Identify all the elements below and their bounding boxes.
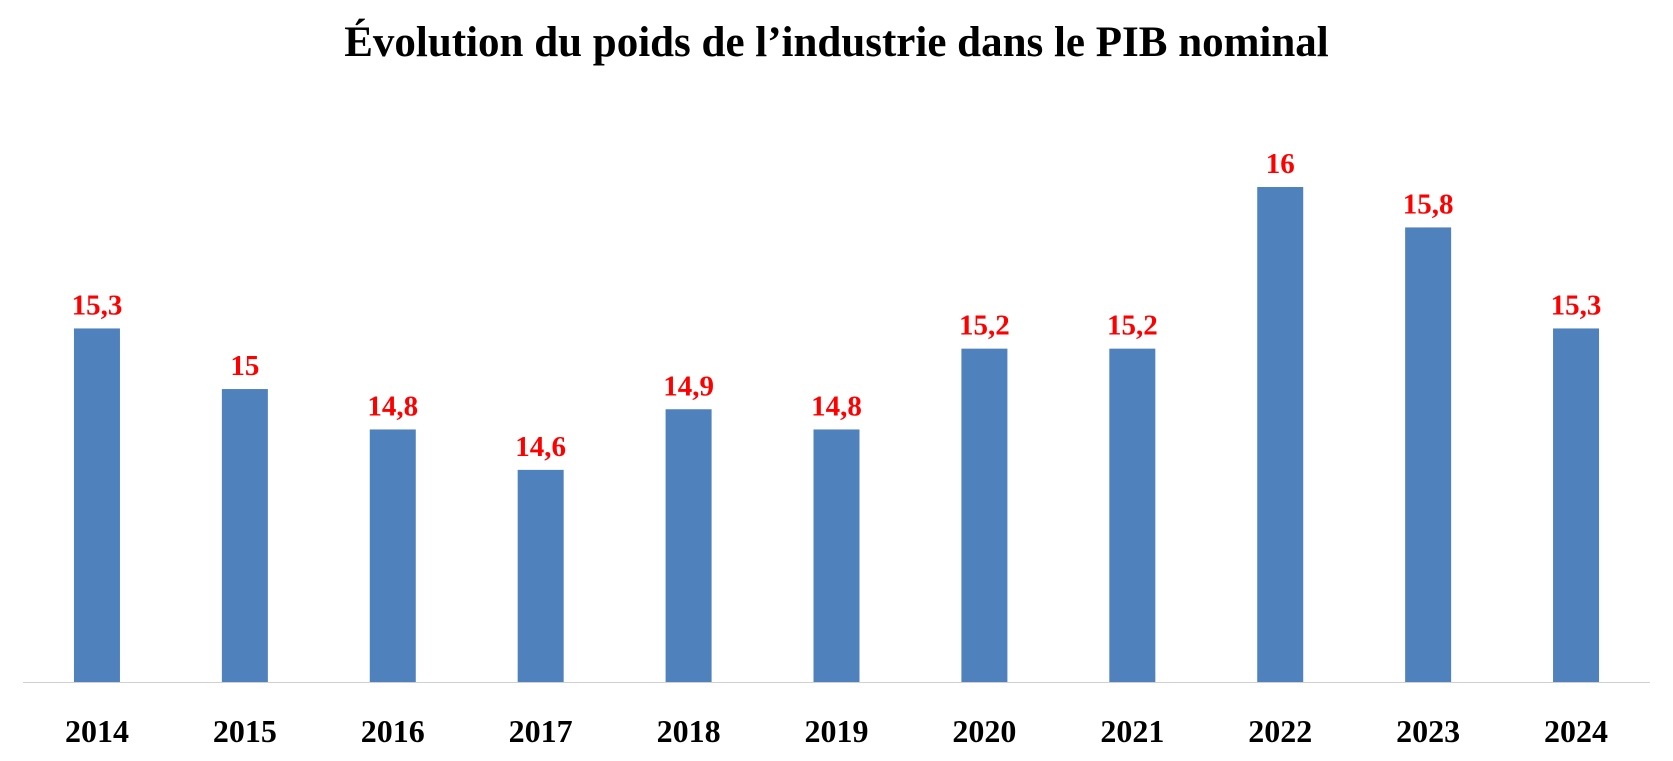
bar-2017 bbox=[517, 469, 564, 682]
x-tick-label-2015: 2015 bbox=[213, 713, 277, 749]
data-label-2019: 14,8 bbox=[811, 390, 862, 422]
bar-2019 bbox=[813, 429, 860, 682]
data-label-2023: 15,8 bbox=[1403, 188, 1454, 220]
x-tick-label-2019: 2019 bbox=[805, 713, 869, 749]
bar-2021 bbox=[1109, 348, 1156, 682]
bar-2023 bbox=[1405, 227, 1452, 683]
bar-2015 bbox=[221, 389, 268, 682]
data-label-2021: 15,2 bbox=[1107, 310, 1158, 342]
x-tick-label-2022: 2022 bbox=[1248, 713, 1312, 749]
x-tick-label-2014: 2014 bbox=[65, 713, 129, 749]
x-tick-label-2018: 2018 bbox=[657, 713, 721, 749]
bar-2024 bbox=[1553, 328, 1600, 682]
x-tick-label-2017: 2017 bbox=[509, 713, 573, 749]
data-label-2020: 15,2 bbox=[959, 310, 1010, 342]
data-label-2018: 14,9 bbox=[663, 370, 714, 402]
bar-2018 bbox=[665, 409, 712, 682]
x-tick-label-2021: 2021 bbox=[1100, 713, 1164, 749]
data-label-2015: 15 bbox=[230, 350, 259, 382]
data-label-2024: 15,3 bbox=[1551, 289, 1602, 321]
x-tick-label-2024: 2024 bbox=[1544, 713, 1608, 749]
data-label-2016: 14,8 bbox=[367, 390, 418, 422]
data-label-2017: 14,6 bbox=[515, 431, 566, 463]
bar-2014 bbox=[73, 328, 120, 682]
x-tick-label-2016: 2016 bbox=[361, 713, 425, 749]
data-label-2014: 15,3 bbox=[72, 289, 123, 321]
chart-title: Évolution du poids de l’industrie dans l… bbox=[344, 19, 1329, 66]
bar-2020 bbox=[961, 348, 1008, 682]
x-tick-label-2023: 2023 bbox=[1396, 713, 1460, 749]
data-label-2022: 16 bbox=[1266, 148, 1295, 180]
bar-2022 bbox=[1257, 187, 1304, 682]
bar-2016 bbox=[369, 429, 416, 682]
x-tick-label-2020: 2020 bbox=[952, 713, 1016, 749]
